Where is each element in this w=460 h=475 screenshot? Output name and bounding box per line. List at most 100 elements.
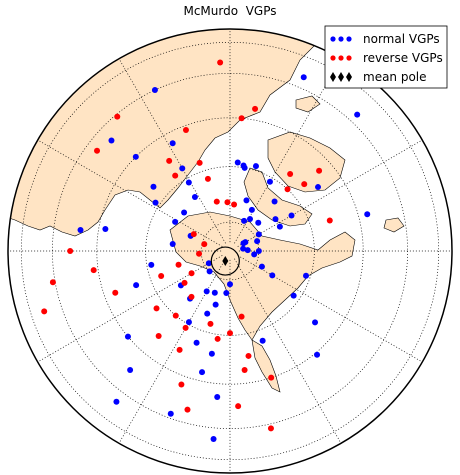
normal-vgp-point — [255, 231, 262, 238]
normal-vgp-point — [252, 163, 259, 170]
reverse-vgp-point — [217, 59, 224, 66]
normal-vgp-point — [303, 272, 310, 279]
greenland-landmass — [267, 131, 346, 193]
normal-vgp-point — [254, 238, 261, 245]
arctic-islands — [243, 167, 313, 227]
normal-vgp-point — [108, 137, 115, 144]
normal-vgp-point — [204, 310, 211, 317]
reverse-vgp-point — [94, 147, 101, 154]
normal-vgp-point — [169, 140, 176, 147]
normal-vgp-point — [223, 290, 230, 297]
normal-vgp-point — [167, 410, 174, 417]
normal-vgp-point — [269, 272, 276, 279]
meridian-line — [37, 255, 223, 363]
reverse-vgp-point — [245, 352, 252, 359]
reverse-vgp-point — [176, 346, 183, 353]
reverse-vgp-point — [238, 313, 245, 320]
reverse-vgp-point — [166, 157, 173, 164]
normal-vgp-point — [211, 289, 218, 296]
normal-vgp-point — [185, 319, 192, 326]
normal-vgp-point — [132, 153, 139, 160]
normal-vgp-point — [152, 199, 159, 206]
normal-vgp-point — [193, 339, 200, 346]
reverse-vgp-point — [224, 199, 231, 206]
normal-vgp-point — [185, 179, 192, 186]
reverse-vgp-point — [241, 366, 248, 373]
legend-item-mean: mean pole — [330, 70, 427, 84]
reverse-vgp-point — [175, 261, 182, 268]
normal-vgp-point — [242, 239, 249, 246]
normal-vgp-point — [127, 367, 134, 374]
normal-vgp-point — [244, 247, 251, 254]
normal-vgp-point — [248, 206, 255, 213]
reverse-vgp-point — [188, 270, 195, 277]
normal-vgp-point — [77, 226, 84, 233]
normal-vgp-point — [354, 111, 361, 118]
normal-vgp-point — [179, 165, 186, 172]
reverse-vgp-point — [214, 335, 221, 342]
reverse-vgp-point — [213, 198, 220, 205]
reverse-vgp-point — [41, 308, 48, 315]
reverse-vgp-point — [316, 167, 323, 174]
reverse-vgp-point — [204, 175, 211, 182]
reverse-vgp-point — [252, 105, 259, 112]
reverse-vgp-point — [227, 330, 233, 337]
latitude-line — [20, 41, 440, 461]
normal-vgp-point — [124, 333, 131, 340]
normal-vgp-point — [240, 162, 247, 169]
normal-vgp-point — [312, 319, 319, 326]
normal-vgp-point — [315, 184, 322, 191]
legend-label-reverse: reverse VGPs — [363, 51, 443, 65]
vgp-points — [41, 59, 371, 442]
normal-vgp-point — [271, 198, 278, 205]
legend-label-mean: mean pole — [363, 70, 427, 84]
mean-pole-point — [222, 256, 229, 267]
normal-vgp-point — [150, 183, 157, 190]
meridian-line — [37, 139, 223, 247]
mean-pole-confidence-circle — [210, 246, 240, 276]
normal-vgp-point — [255, 248, 262, 254]
reverse-vgp-point — [184, 406, 191, 413]
normal-vgp-point — [243, 197, 250, 204]
normal-vgp-point — [300, 74, 307, 81]
globe-outline — [7, 28, 453, 474]
reverse-vgp-point — [238, 115, 245, 122]
normal-vgp-point — [210, 435, 217, 442]
normal-vgp-point — [364, 211, 371, 218]
reverse-vgp-point — [188, 293, 195, 300]
reverse-vgp-point — [182, 127, 189, 134]
reverse-vgp-point — [196, 250, 203, 257]
graticule — [8, 29, 452, 473]
normal-vgp-point — [246, 215, 253, 222]
meridian-line — [234, 58, 342, 244]
small-island — [295, 95, 321, 113]
reverse-vgp-point — [112, 289, 119, 296]
reverse-vgp-point — [196, 159, 203, 166]
normal-vgp-point — [191, 194, 198, 201]
reverse-vgp-point — [235, 403, 242, 410]
legend-label-normal: normal VGPs — [363, 32, 440, 46]
legend-frame — [324, 25, 448, 89]
reverse-vgp-point — [267, 425, 274, 432]
reverse-vgp-point — [182, 324, 189, 331]
reverse-vgp-point — [153, 305, 160, 312]
normal-vgp-point — [251, 251, 258, 258]
reverse-vgp-point — [326, 217, 333, 224]
normal-vgp-point — [169, 240, 176, 247]
normal-vgp-point — [266, 178, 273, 185]
reverse-vgp-point — [301, 181, 308, 188]
normal-vgp-point — [234, 159, 241, 166]
reverse-vgp-point — [190, 231, 197, 238]
reverse-vgp-point — [158, 273, 165, 280]
normal-vgp-point — [151, 87, 158, 94]
normal-vgp-point — [258, 263, 265, 270]
normal-vgp-point — [288, 212, 295, 219]
meridian-line — [237, 255, 423, 363]
reverse-vgp-point — [207, 320, 214, 327]
normal-vgp-point — [240, 245, 247, 252]
meridian-line — [118, 258, 226, 444]
latitude-line — [96, 117, 364, 385]
normal-vgp-point — [113, 398, 120, 405]
reverse-vgp-point — [155, 333, 162, 340]
reverse-vgp-point — [287, 171, 294, 178]
